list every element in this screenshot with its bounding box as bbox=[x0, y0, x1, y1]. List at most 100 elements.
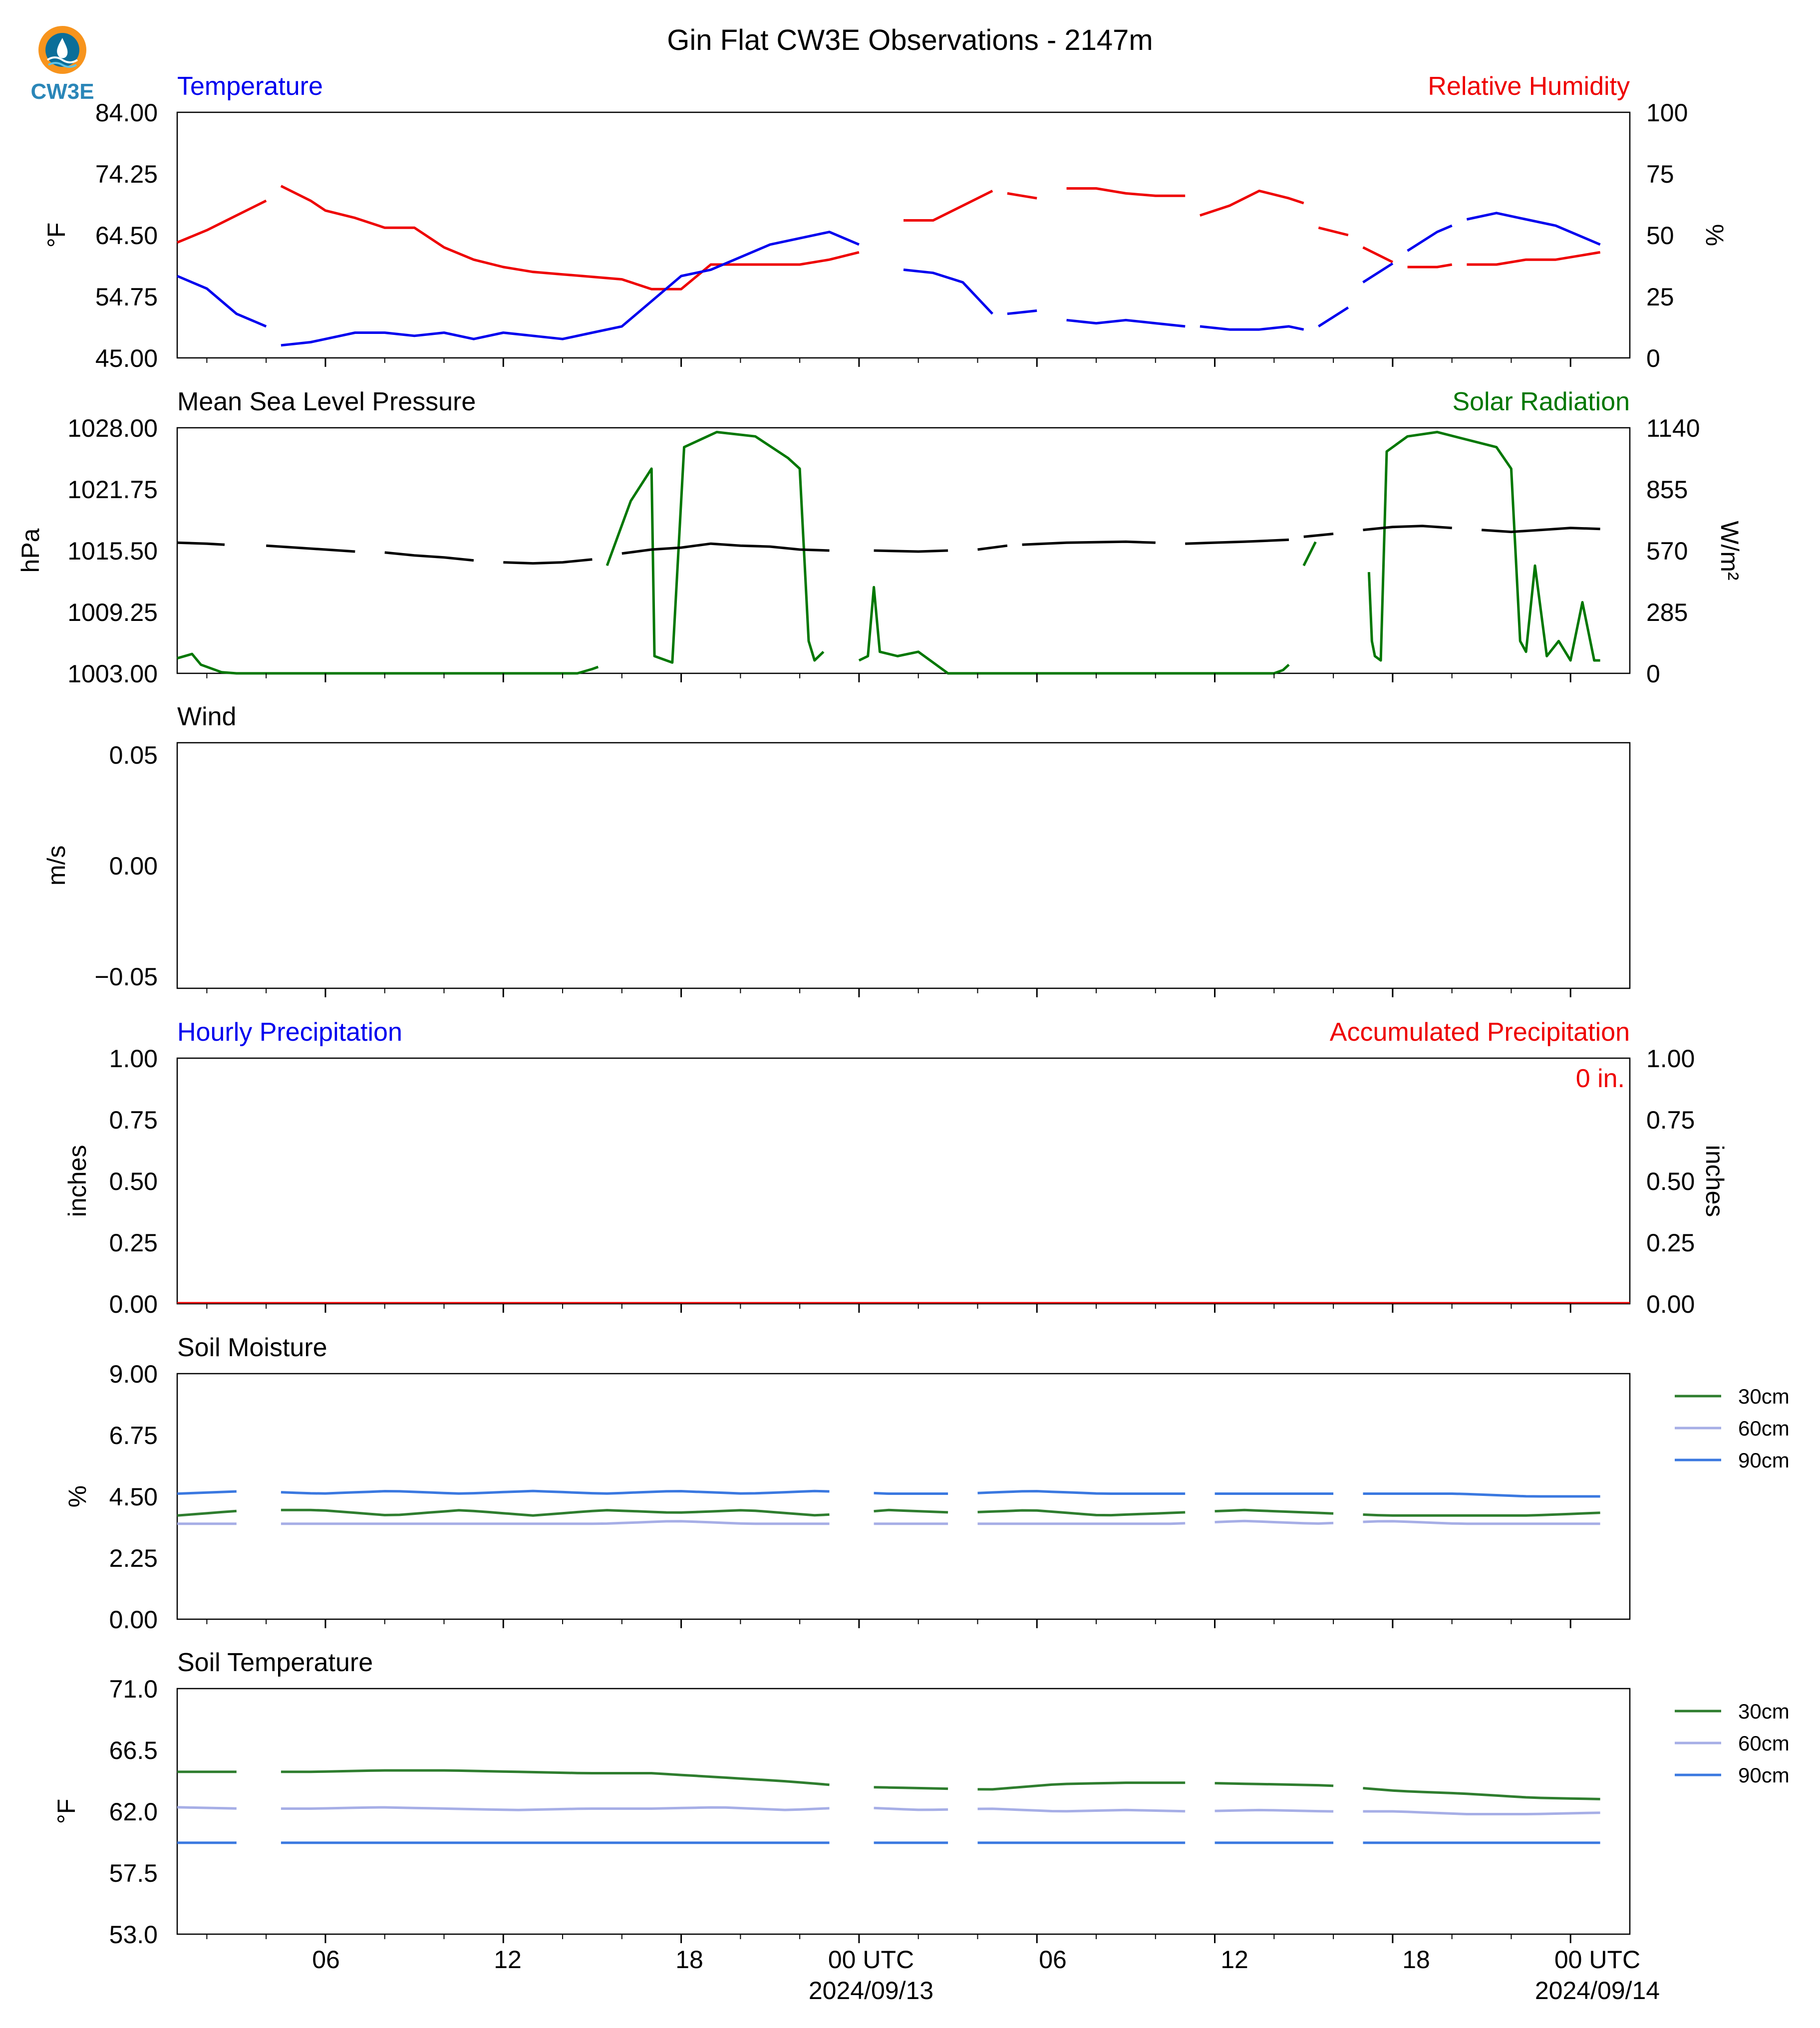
solar-right-ticks: 1140 855 570 285 0 bbox=[1646, 414, 1700, 688]
tick-label: 0.50 bbox=[1646, 1167, 1695, 1195]
tick-label: 0 bbox=[1646, 344, 1660, 372]
tick-label: 25 bbox=[1646, 283, 1674, 311]
solar-radiation-line bbox=[606, 431, 825, 664]
soil-line-60cm bbox=[874, 1806, 948, 1811]
pressure-line bbox=[1303, 533, 1334, 538]
x-date-label: 2024/09/14 bbox=[1535, 1977, 1660, 2005]
temperature-line bbox=[1066, 318, 1186, 328]
tick-label: 1021.75 bbox=[67, 476, 158, 504]
panel-temp-frame bbox=[176, 111, 1631, 359]
soil-line-60cm bbox=[177, 1806, 237, 1810]
panel-soil-temp-frame bbox=[176, 1688, 1631, 1935]
cw3e-logo: CW3E bbox=[30, 26, 94, 104]
solar-title: Solar Radiation bbox=[1452, 387, 1630, 416]
x-tick-label: 18 bbox=[675, 1946, 703, 1974]
legend-label: 30cm bbox=[1738, 1700, 1790, 1723]
legend-label: 90cm bbox=[1738, 1449, 1790, 1472]
soil-moisture-axis-unit: % bbox=[63, 1485, 91, 1507]
temp-humidity-plot bbox=[177, 185, 1601, 347]
humidity-line bbox=[1200, 189, 1304, 217]
x-axis: 06 12 18 00 UTC 06 12 18 00 UTC 2024/09/… bbox=[312, 1946, 1660, 2005]
temperature-title: Temperature bbox=[177, 72, 323, 101]
x-tick-label: 18 bbox=[1402, 1946, 1430, 1974]
wind-axis-unit: m/s bbox=[42, 846, 70, 886]
soil-temp-title: Soil Temperature bbox=[177, 1648, 373, 1677]
pressure-line bbox=[1022, 540, 1156, 546]
solar-radiation-line bbox=[1367, 431, 1600, 662]
humidity-line bbox=[1318, 226, 1349, 237]
humidity-line bbox=[177, 199, 267, 244]
tick-label: 45.00 bbox=[95, 344, 158, 372]
solar-radiation-line bbox=[1302, 541, 1317, 567]
tick-label: 0.75 bbox=[1646, 1106, 1695, 1134]
solar-radiation-line bbox=[858, 585, 1290, 675]
pressure-line bbox=[503, 558, 593, 565]
tick-label: 6.75 bbox=[109, 1422, 158, 1449]
pressure-left-ticks: 1028.00 1021.75 1015.50 1009.25 1003.00 bbox=[67, 414, 158, 688]
soil-line-30cm bbox=[1214, 1782, 1334, 1787]
tick-label: 2.25 bbox=[109, 1544, 158, 1572]
x-tick-label: 00 UTC bbox=[1554, 1946, 1640, 1974]
tick-label: 855 bbox=[1646, 476, 1688, 504]
x-date-label: 2024/09/13 bbox=[809, 1977, 933, 2005]
pressure-line bbox=[266, 544, 355, 553]
pressure-line bbox=[621, 542, 830, 555]
soil-moisture-title: Soil Moisture bbox=[177, 1333, 327, 1362]
tick-label: 1.00 bbox=[1646, 1045, 1695, 1073]
tick-label: 1003.00 bbox=[67, 660, 158, 688]
tick-label: 0.05 bbox=[109, 741, 158, 769]
chart-title: Gin Flat CW3E Observations - 2147m bbox=[667, 24, 1153, 56]
pressure-line bbox=[1363, 525, 1452, 532]
soil-moisture-plot bbox=[177, 1489, 1600, 1525]
panel-precipitation: Hourly Precipitation Accumulated Precipi… bbox=[63, 1018, 1729, 1318]
soil-line-30cm bbox=[874, 1786, 948, 1790]
soil-temp-legend: 30cm 60cm 90cm bbox=[1675, 1700, 1790, 1787]
x-tick-label: 06 bbox=[1039, 1946, 1067, 1974]
pressure-title: Mean Sea Level Pressure bbox=[177, 387, 476, 416]
temperature-line bbox=[1466, 212, 1601, 246]
tick-label: 66.5 bbox=[109, 1737, 158, 1764]
panel-soil-moisture: Soil Moisture 9.00 6.75 4.50 2.25 0.00 %… bbox=[63, 1333, 1790, 1634]
solar-radiation-line bbox=[177, 652, 599, 675]
humidity-line bbox=[1467, 251, 1601, 266]
panel-wind: Wind 0.05 0.00 −0.05 m/s bbox=[42, 702, 1631, 991]
accum-precip-title: Accumulated Precipitation bbox=[1330, 1018, 1630, 1047]
panel-pressure-frame bbox=[176, 427, 1631, 674]
soil-line-60cm bbox=[1363, 1810, 1600, 1815]
tick-label: 74.25 bbox=[95, 160, 158, 188]
pressure-line bbox=[1481, 527, 1600, 534]
panel-soil-temperature: Soil Temperature 71.0 66.5 62.0 57.5 53.… bbox=[52, 1648, 1790, 1949]
humidity-line bbox=[1066, 187, 1186, 197]
rh-axis-unit: % bbox=[1701, 224, 1729, 246]
soil-line-60cm bbox=[977, 1522, 1186, 1525]
x-tick-label: 12 bbox=[494, 1946, 522, 1974]
soil-line-90cm bbox=[281, 1489, 830, 1495]
soil-line-30cm bbox=[281, 1769, 830, 1786]
precip-left-ticks: 1.00 0.75 0.50 0.25 0.00 bbox=[109, 1045, 158, 1318]
tick-label: 0.00 bbox=[109, 1606, 158, 1634]
tick-label: 0.25 bbox=[109, 1229, 158, 1257]
panel-pressure-solar: Mean Sea Level Pressure Solar Radiation … bbox=[16, 387, 1744, 688]
tick-label: 0.50 bbox=[109, 1167, 158, 1195]
temperature-line bbox=[177, 275, 267, 328]
soil-line-30cm bbox=[977, 1509, 1186, 1517]
tick-label: 570 bbox=[1646, 537, 1688, 565]
x-tick-label: 06 bbox=[312, 1946, 340, 1974]
tick-label: 1.00 bbox=[109, 1045, 158, 1073]
tick-label: 0 bbox=[1646, 660, 1660, 688]
tick-label: 100 bbox=[1646, 99, 1688, 127]
accum-precip-value: 0 in. bbox=[1576, 1064, 1625, 1093]
tick-label: 54.75 bbox=[95, 283, 158, 311]
tick-label: 57.5 bbox=[109, 1859, 158, 1887]
wind-title: Wind bbox=[177, 702, 236, 731]
pressure-axis-unit: hPa bbox=[16, 528, 44, 573]
temperature-line bbox=[1007, 309, 1037, 315]
tick-label: 1015.50 bbox=[67, 537, 158, 565]
soil-line-30cm bbox=[177, 1509, 237, 1517]
soil-line-30cm bbox=[874, 1508, 948, 1514]
pressure-line bbox=[177, 541, 225, 546]
temperature-line bbox=[1407, 224, 1453, 252]
panel-wind-frame bbox=[176, 742, 1631, 989]
panel-precip-frame bbox=[176, 1057, 1631, 1305]
logo-text: CW3E bbox=[30, 79, 94, 104]
